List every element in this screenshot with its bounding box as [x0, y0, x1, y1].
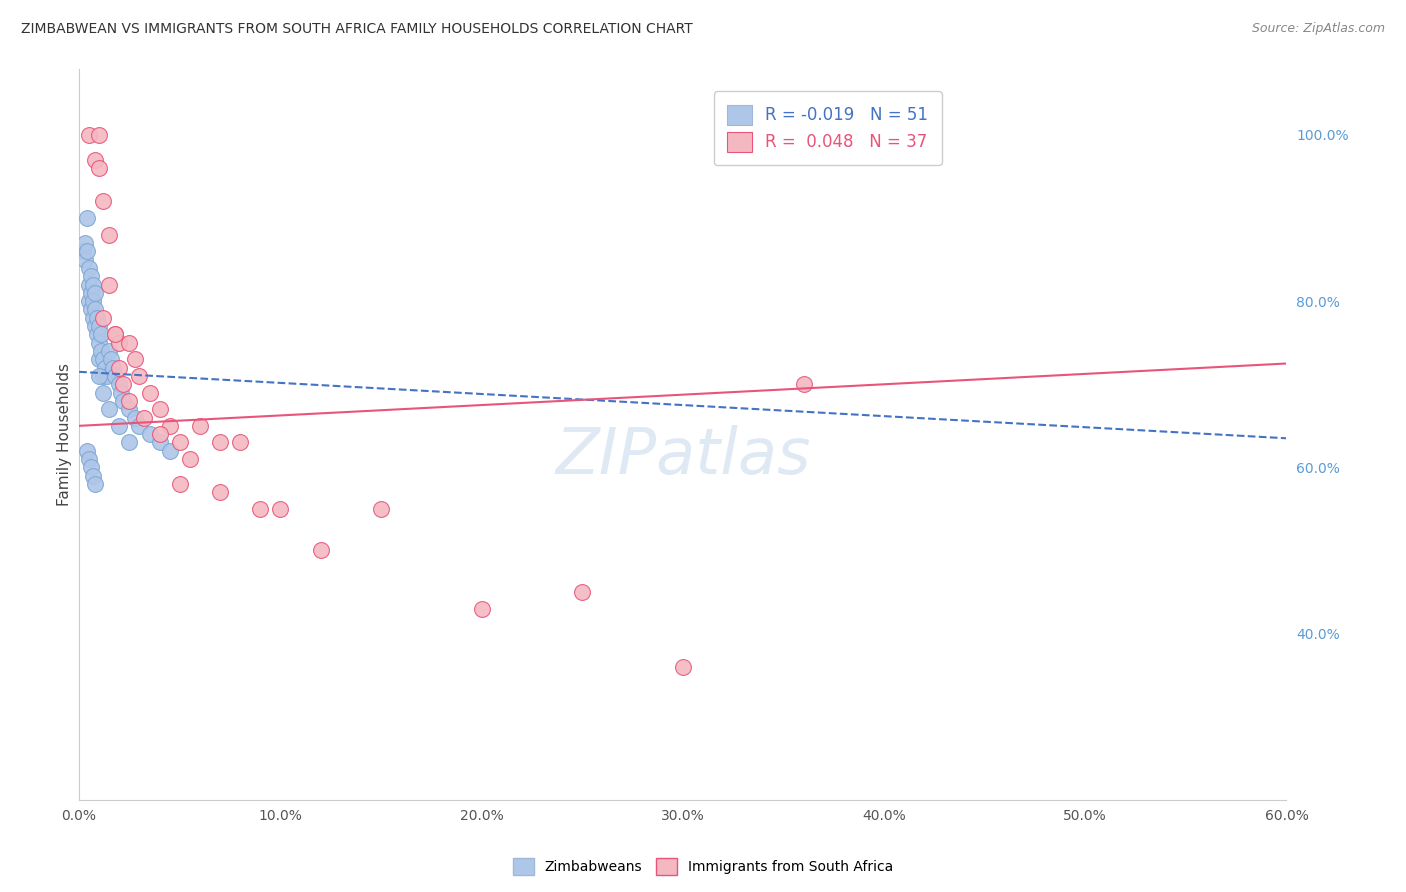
- Point: [77, 260, 100, 275]
- Point: [82, 468, 104, 483]
- Point: [269, 502, 291, 516]
- Point: [89, 319, 111, 334]
- Point: [128, 368, 150, 383]
- Point: [75, 252, 97, 267]
- Point: [90, 344, 112, 359]
- Point: [149, 435, 172, 450]
- Point: [672, 660, 695, 674]
- Text: ZIMBABWEAN VS IMMIGRANTS FROM SOUTH AFRICA FAMILY HOUSEHOLDS CORRELATION CHART: ZIMBABWEAN VS IMMIGRANTS FROM SOUTH AFRI…: [21, 22, 693, 37]
- Point: [138, 427, 160, 442]
- Point: [124, 352, 146, 367]
- Point: [108, 418, 131, 433]
- Point: [132, 410, 155, 425]
- Point: [471, 601, 494, 615]
- Point: [108, 377, 131, 392]
- Text: ZIPatlas: ZIPatlas: [555, 425, 810, 487]
- Point: [100, 352, 122, 367]
- Point: [77, 277, 100, 292]
- Point: [104, 368, 127, 383]
- Point: [169, 477, 191, 491]
- Point: [108, 360, 131, 375]
- Point: [91, 385, 114, 400]
- Point: [104, 327, 127, 342]
- Point: [80, 302, 103, 317]
- Point: [124, 410, 146, 425]
- Point: [188, 418, 211, 433]
- Point: [149, 402, 172, 417]
- Point: [84, 319, 107, 334]
- Point: [75, 235, 97, 250]
- Point: [108, 335, 131, 350]
- Point: [82, 294, 104, 309]
- Point: [98, 344, 121, 359]
- Point: [76, 443, 98, 458]
- Point: [208, 435, 231, 450]
- Point: [80, 269, 103, 284]
- Point: [89, 161, 111, 176]
- Point: [91, 194, 114, 209]
- Point: [112, 377, 135, 392]
- Point: [98, 227, 121, 242]
- Point: [91, 368, 114, 383]
- Point: [208, 485, 231, 500]
- Point: [82, 277, 104, 292]
- Point: [84, 285, 107, 300]
- Point: [793, 377, 815, 392]
- Point: [80, 285, 103, 300]
- Point: [118, 393, 141, 408]
- Point: [370, 502, 392, 516]
- Point: [179, 452, 201, 467]
- Point: [229, 435, 252, 450]
- Point: [309, 543, 332, 558]
- Text: Source: ZipAtlas.com: Source: ZipAtlas.com: [1251, 22, 1385, 36]
- Point: [94, 360, 117, 375]
- Point: [84, 477, 107, 491]
- Point: [169, 435, 191, 450]
- Point: [98, 277, 121, 292]
- Point: [149, 427, 172, 442]
- Point: [128, 418, 150, 433]
- Point: [77, 452, 100, 467]
- Point: [89, 352, 111, 367]
- Point: [98, 402, 121, 417]
- Point: [159, 418, 181, 433]
- Point: [86, 310, 108, 325]
- Point: [91, 310, 114, 325]
- Point: [91, 352, 114, 367]
- Point: [110, 385, 132, 400]
- Legend: Zimbabweans, Immigrants from South Africa: Zimbabweans, Immigrants from South Afric…: [508, 853, 898, 880]
- Point: [103, 360, 125, 375]
- Point: [76, 244, 98, 259]
- Point: [571, 585, 593, 599]
- Point: [84, 153, 107, 167]
- Point: [80, 460, 103, 475]
- Point: [82, 310, 104, 325]
- Point: [118, 335, 141, 350]
- Point: [86, 327, 108, 342]
- Point: [90, 327, 112, 342]
- Point: [249, 502, 271, 516]
- Point: [89, 368, 111, 383]
- Point: [89, 128, 111, 142]
- Point: [72, 244, 94, 259]
- Point: [76, 211, 98, 225]
- Point: [159, 443, 181, 458]
- Point: [104, 327, 127, 342]
- Point: [138, 385, 160, 400]
- Point: [84, 302, 107, 317]
- Point: [77, 128, 100, 142]
- Y-axis label: Family Households: Family Households: [58, 363, 72, 506]
- Point: [89, 335, 111, 350]
- Point: [77, 294, 100, 309]
- Point: [118, 435, 141, 450]
- Point: [118, 402, 141, 417]
- Point: [112, 393, 135, 408]
- Point: [96, 368, 118, 383]
- Legend: R = -0.019   N = 51, R =  0.048   N = 37: R = -0.019 N = 51, R = 0.048 N = 37: [714, 92, 942, 166]
